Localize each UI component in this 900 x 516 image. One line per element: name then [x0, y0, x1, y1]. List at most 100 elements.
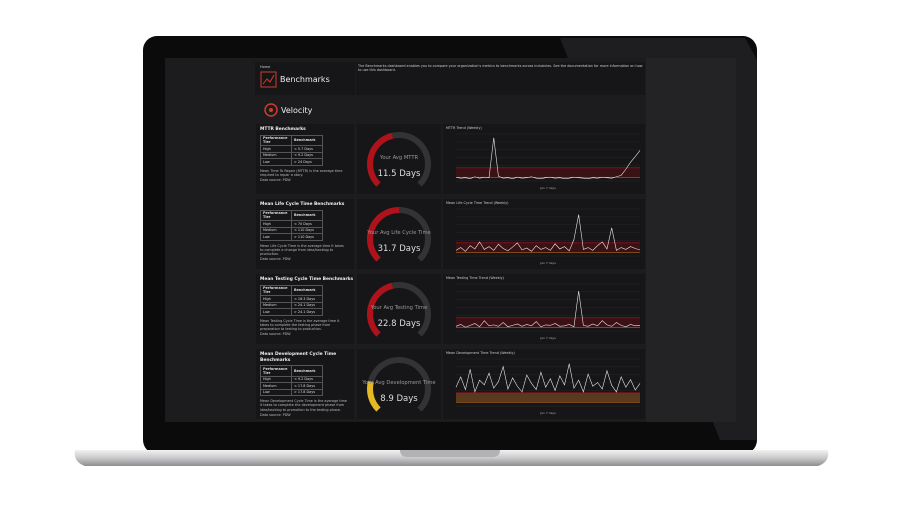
header-cell: Performance Tier: [260, 365, 292, 377]
description-text: The Benchmarks dashboard enables you to …: [358, 64, 643, 72]
description: Mean Time To Repair (MTTR) is the averag…: [260, 168, 343, 177]
icon: [264, 103, 278, 117]
info-body: MTTR Benchmarks Performance Tier Benchmark…: [256, 124, 354, 182]
info: MTTR Benchmarks Performance TierBenchmark…: [256, 124, 354, 182]
table-cell: > 17.8 Days: [291, 388, 323, 397]
table-row: Low > 110 Days: [260, 233, 323, 241]
table-cell: Low: [260, 158, 292, 166]
gauge-fill: [367, 132, 394, 187]
table-header: Performance Tier Benchmark: [260, 209, 323, 222]
gauge-fill: [367, 207, 400, 262]
icon: [269, 108, 273, 112]
trend-line: [455, 214, 641, 252]
table-cell: > 24 Days: [291, 158, 323, 166]
chart-panel: [443, 124, 645, 194]
gauge-value: 22.8 Days: [378, 319, 421, 329]
benchmark-table: Performance Tier Benchmark High < 9.2 Days M…: [260, 365, 323, 397]
header-cell: Benchmark: [291, 284, 323, 297]
table-row: Low > 24 Days: [260, 158, 323, 166]
chart-title: Mean Testing Time Trend (Weekly): [446, 276, 505, 280]
table-row: Medium < 17.8 Days: [260, 382, 323, 390]
source: Data source: PDW: [260, 178, 291, 182]
description: Mean Testing Cycle Time is the average t…: [260, 318, 340, 332]
gauge-fill: [367, 282, 394, 337]
info: Mean Development Cycle Time Benchmarks Pe…: [256, 349, 354, 417]
info-body: Mean Development Cycle Time Benchmarks Pe…: [256, 349, 354, 417]
laptop-notch: [400, 450, 500, 457]
chart-title: Mean Life Cycle Time Trend (Weekly): [446, 201, 509, 205]
table-row: Low > 24.1 Days: [260, 308, 323, 316]
threshold-band: [456, 392, 640, 403]
header-cell: Performance Tier: [260, 284, 292, 297]
description: Mean Life Cycle Time is the average time…: [260, 243, 344, 257]
panel-title: Mean Life Cycle Time Benchmarks: [260, 202, 345, 207]
info-body: Mean Life Cycle Time Benchmarks Performan…: [256, 199, 354, 262]
header-cell: Benchmark: [291, 134, 323, 147]
desc-panel: [356, 62, 645, 95]
table-header: Performance Tier Benchmark: [260, 134, 323, 147]
benchmark-table: Performance Tier Benchmark High < 16.3 Days…: [260, 284, 323, 316]
table-cell: > 110 Days: [291, 233, 323, 241]
source: Data source: PDW: [260, 412, 291, 417]
x-axis-label: Jan 7 days: [539, 336, 556, 340]
info: Mean Testing Cycle Time Benchmarks Perfor…: [256, 274, 354, 337]
table-cell: < 17.8 Days: [291, 382, 323, 390]
header-cell: Benchmark: [291, 209, 323, 222]
benchmark-table: Performance Tier Benchmark High < 5.7 Days M…: [260, 134, 323, 166]
gauge-label: Your Avg Life Cycle Time: [366, 230, 431, 236]
table-cell: > 24.1 Days: [291, 308, 323, 316]
x-axis-label: Jan 7 days: [539, 186, 556, 190]
header-cell: Performance Tier: [260, 134, 292, 147]
gauge-label: Your Avg Testing Time: [370, 305, 428, 311]
table-row: Medium < 24.1 Days: [260, 301, 323, 310]
trend-line: [455, 137, 641, 179]
table-header: Performance Tier Benchmark: [260, 365, 323, 377]
chart-panel: [443, 199, 645, 269]
threshold-band: [456, 242, 640, 253]
table-row: High < 9.2 Days: [260, 375, 323, 384]
description: Mean Development Cycle Time is the avera…: [260, 399, 347, 412]
chart-panel: [443, 274, 645, 344]
info-body: Mean Testing Cycle Time Benchmarks Perfor…: [256, 274, 354, 337]
page-title: Benchmarks: [280, 75, 330, 84]
table-header: Performance Tier Benchmark: [260, 284, 323, 297]
table-row: Low > 17.8 Days: [260, 388, 323, 397]
header-cell: Benchmark: [291, 365, 323, 377]
empty-area: [646, 58, 736, 422]
x-axis-label: Jan 7 days: [539, 261, 556, 265]
panel-title: MTTR Benchmarks: [260, 127, 306, 132]
table-row: High < 16.3 Days: [260, 295, 323, 303]
icon: [262, 74, 275, 85]
threshold-band: [456, 167, 640, 178]
icon: [260, 71, 277, 88]
panel-title: Mean Testing Cycle Time Benchmarks: [260, 277, 354, 282]
source: Data source: PDW: [260, 332, 291, 337]
trend-line: [455, 291, 641, 328]
threshold-band: [456, 317, 640, 328]
table-cell: < 16.3 Days: [291, 295, 323, 303]
description: The Benchmarks dashboard enables you to …: [358, 64, 643, 72]
breadcrumb[interactable]: Home: [260, 65, 270, 69]
trend-line: [455, 363, 641, 393]
section-title: Velocity: [281, 106, 313, 115]
benchmark-table: Performance Tier Benchmark High < 70 Days Me…: [260, 209, 323, 241]
table-cell: < 24.1 Days: [291, 301, 323, 310]
gauge-value: 31.7 Days: [378, 244, 421, 254]
gauge-fill: [367, 381, 381, 412]
panel-title: Mean Development Cycle Time Benchmarks: [260, 352, 337, 363]
gauge-label: Your Avg Development Time: [361, 380, 435, 386]
table-cell: Low: [260, 388, 292, 397]
table-cell: Low: [260, 233, 292, 241]
gauge-value: 8.9 Days: [380, 394, 418, 404]
gauge-value: 11.5 Days: [378, 169, 421, 179]
header-cell: Performance Tier: [260, 209, 292, 222]
chart-title: MTTR Trend (Weekly): [446, 126, 482, 130]
gauge-label: Your Avg MTTR: [379, 155, 419, 161]
info: Mean Life Cycle Time Benchmarks Performan…: [256, 199, 354, 262]
chart-title: Mean Development Time Trend (Weekly): [446, 351, 516, 355]
source: Data source: PDW: [260, 257, 291, 262]
x-axis-label: Jan 7 days: [539, 411, 556, 415]
table-cell: Low: [260, 308, 292, 316]
